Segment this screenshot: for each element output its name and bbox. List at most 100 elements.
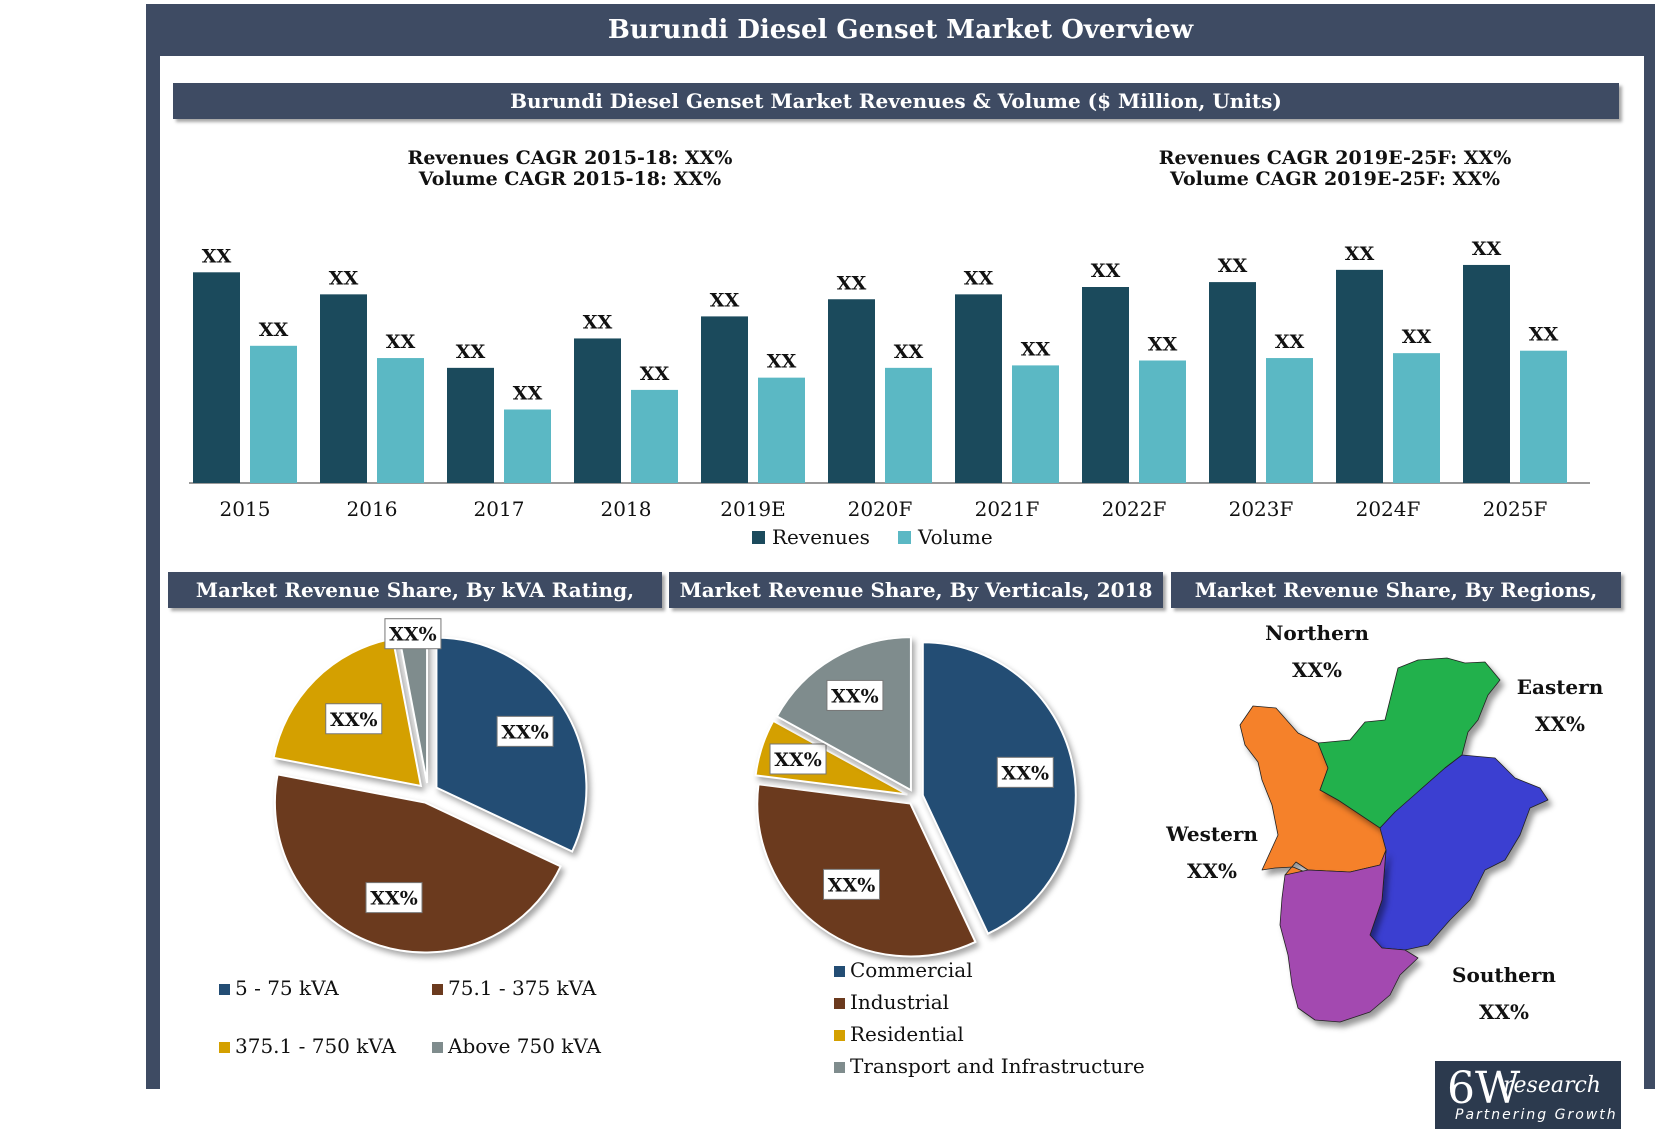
pie-label-2-2: XX% <box>774 749 822 771</box>
data-label-volume-2016: XX <box>386 331 416 353</box>
data-label-revenues-2018: XX <box>583 311 613 333</box>
x-tick-label: 2017 <box>474 497 525 521</box>
kva-legend-label-1: 75.1 - 375 kVA <box>448 976 597 1000</box>
x-tick-label: 2022F <box>1102 497 1167 521</box>
pie-label-1-2: XX% <box>330 709 378 731</box>
legend-swatch-volume <box>898 531 911 544</box>
pie-label-2-0: XX% <box>1002 762 1050 784</box>
logo-tagline: Partnering Growth <box>1455 1107 1618 1123</box>
kva-legend-label-0: 5 - 75 kVA <box>235 976 339 1000</box>
logo-suffix: research <box>1503 1073 1601 1098</box>
kva-legend-label-2: 375.1 - 750 kVA <box>235 1034 396 1058</box>
pie-label-2-3: XX% <box>831 685 879 707</box>
data-label-revenues-2020f: XX <box>837 272 867 294</box>
pie-label-box-1-2 <box>325 703 383 735</box>
bar-revenues-2023f <box>1209 282 1256 483</box>
pie-slice-2-2 <box>754 719 908 796</box>
bar-chart-title: Burundi Diesel Genset Market Revenues & … <box>173 83 1619 119</box>
bar-volume-2024f <box>1393 353 1440 483</box>
region-value-southern: XX% <box>1479 1000 1529 1024</box>
bar-revenues-2025f <box>1463 264 1510 483</box>
kva-legend-swatch-3 <box>432 1042 443 1053</box>
pie-label-box-2-3 <box>826 679 884 711</box>
region-label-eastern: Eastern <box>1517 675 1604 699</box>
bar-volume-2020f <box>885 367 932 483</box>
page-title: Burundi Diesel Genset Market Overview <box>607 15 1194 45</box>
x-tick-label: 2025F <box>1483 497 1548 521</box>
pie-label-box-2-2 <box>769 743 827 775</box>
region-value-western: XX% <box>1187 859 1237 883</box>
data-label-volume-2015: XX <box>259 319 289 341</box>
data-label-volume-2017: XX <box>513 383 543 405</box>
verticals-pie-title: Market Revenue Share, By Verticals, 2018 <box>669 572 1163 608</box>
data-label-volume-2019e: XX <box>767 351 797 373</box>
pie-label-box-2-0 <box>996 756 1054 788</box>
data-label-revenues-2022f: XX <box>1091 260 1121 282</box>
data-label-volume-2025f: XX <box>1529 324 1559 346</box>
volume-cagr-forecast: Volume CAGR 2019E-25F: XX% <box>1169 168 1501 190</box>
x-tick-label: 2024F <box>1356 497 1421 521</box>
bar-volume-2015 <box>250 345 297 483</box>
x-tick-label: 2016 <box>347 497 398 521</box>
bar-volume-2019e <box>758 377 805 483</box>
kva-pie-title: Market Revenue Share, By kVA Rating, 201… <box>168 572 662 638</box>
pie-slice-2-3 <box>775 636 912 792</box>
pie-label-box-1-1 <box>365 882 423 914</box>
pie-label-box-1-3 <box>384 618 442 650</box>
bar-revenues-2019e <box>701 316 748 483</box>
kva-legend-swatch-1 <box>432 984 443 995</box>
verticals-legend-label-2: Residential <box>850 1022 964 1046</box>
x-tick-label: 2018 <box>601 497 652 521</box>
legend-swatch-revenues <box>752 531 765 544</box>
data-label-revenues-2025f: XX <box>1472 238 1502 260</box>
region-northern <box>1317 657 1501 829</box>
pie-slice-1-1 <box>273 773 562 954</box>
bar-volume-2023f <box>1266 358 1313 483</box>
pie-label-1-3: XX% <box>389 624 437 646</box>
bar-revenues-2016 <box>320 294 367 483</box>
legend-label-revenues: Revenues <box>772 525 870 549</box>
brand-logo: 6W research Partnering Growth <box>1435 1061 1621 1129</box>
regions-map-title: Market Revenue Share, By Regions, 2018 <box>1171 572 1621 638</box>
verticals-legend-label-3: Transport and Infrastructure <box>850 1054 1145 1078</box>
region-label-southern: Southern <box>1452 963 1556 987</box>
verticals-legend-swatch-2 <box>834 1030 845 1041</box>
data-label-revenues-2021f: XX <box>964 267 994 289</box>
verticals-legend-swatch-1 <box>834 998 845 1009</box>
verticals-legend-label-1: Industrial <box>850 990 949 1014</box>
data-label-volume-2023f: XX <box>1275 331 1305 353</box>
data-label-volume-2018: XX <box>640 363 670 385</box>
bar-revenues-2022f <box>1082 287 1129 483</box>
kva-legend-label-3: Above 750 kVA <box>447 1034 602 1058</box>
verticals-legend-swatch-3 <box>834 1062 845 1073</box>
legend-label-volume: Volume <box>917 525 993 549</box>
data-label-revenues-2017: XX <box>456 341 486 363</box>
bar-revenues-2021f <box>955 294 1002 483</box>
x-tick-label: 2020F <box>848 497 913 521</box>
pie-label-box-1-0 <box>496 715 554 747</box>
revenues-cagr-historical: Revenues CAGR 2015-18: XX% <box>407 147 733 169</box>
cagr-historical: Revenues CAGR 2015-18: XX% Volume CAGR 2… <box>380 148 760 190</box>
region-value-northern: XX% <box>1292 658 1342 682</box>
kva-legend-swatch-0 <box>219 984 230 995</box>
volume-cagr-historical: Volume CAGR 2015-18: XX% <box>418 168 722 190</box>
data-label-revenues-2015: XX <box>202 245 232 267</box>
pie-label-1-1: XX% <box>370 888 418 910</box>
bar-revenues-2017 <box>447 367 494 483</box>
data-label-revenues-2024f: XX <box>1345 243 1375 265</box>
region-value-eastern: XX% <box>1535 712 1585 736</box>
bar-volume-2022f <box>1139 360 1186 483</box>
revenues-cagr-forecast: Revenues CAGR 2019E-25F: XX% <box>1158 147 1512 169</box>
x-tick-label: 2021F <box>975 497 1040 521</box>
bar-volume-2016 <box>377 358 424 483</box>
bar-revenues-2018 <box>574 338 621 483</box>
bar-revenues-2015 <box>193 272 240 483</box>
bar-revenues-2020f <box>828 299 875 483</box>
x-tick-label: 2019E <box>720 497 786 521</box>
data-label-volume-2020f: XX <box>894 341 924 363</box>
pie-label-2-1: XX% <box>828 874 876 896</box>
bar-volume-2021f <box>1012 365 1059 483</box>
pie-label-1-0: XX% <box>501 721 549 743</box>
data-label-revenues-2016: XX <box>329 267 359 289</box>
verticals-legend-label-0: Commercial <box>850 958 973 982</box>
